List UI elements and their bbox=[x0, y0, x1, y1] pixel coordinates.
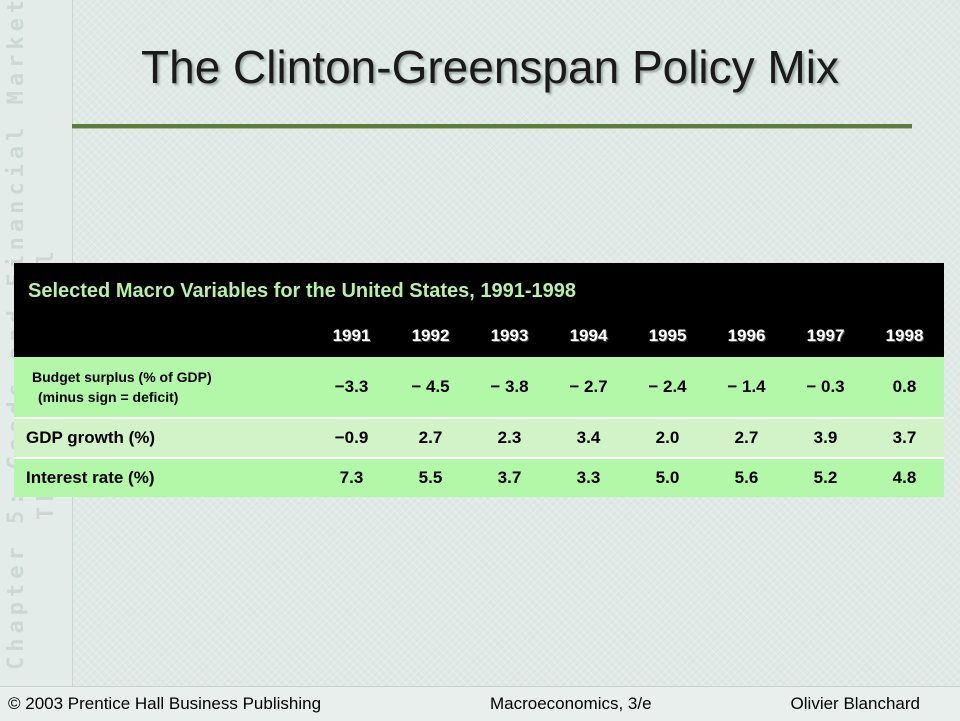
row-sublabel-text: (minus sign = deficit) bbox=[38, 389, 179, 405]
table-cell: − 2.4 bbox=[648, 377, 687, 396]
slide-footer: © 2003 Prentice Hall Business Publishing… bbox=[0, 686, 960, 721]
row-label-interest-rate: Interest rate (%) bbox=[26, 468, 155, 487]
table-cell: 5.2 bbox=[813, 468, 838, 487]
year-header: 1991 bbox=[332, 326, 371, 345]
year-header: 1994 bbox=[569, 326, 608, 345]
footer-book: Macroeconomics, 3/e bbox=[490, 694, 652, 713]
table-row-budget-surplus: Budget surplus (% of GDP) (minus sign = … bbox=[14, 357, 944, 417]
year-header: 1995 bbox=[648, 326, 687, 345]
year-header: 1992 bbox=[411, 326, 450, 345]
table-cell: − 4.5 bbox=[411, 377, 450, 396]
table-cell: 3.4 bbox=[576, 428, 601, 447]
table-cell: − 0.3 bbox=[806, 377, 845, 396]
table-cell: −0.9 bbox=[334, 428, 369, 447]
table-cell: 2.7 bbox=[418, 428, 443, 447]
row-label-budget-surplus: Budget surplus (% of GDP) (minus sign = … bbox=[14, 367, 312, 407]
row-label-gdp-growth: GDP growth (%) bbox=[26, 428, 156, 447]
title-divider bbox=[72, 124, 912, 129]
table-cell: −3.3 bbox=[334, 377, 369, 396]
table-row-interest-rate: Interest rate (%) 7.3 5.5 3.7 3.3 5.0 5.… bbox=[14, 457, 944, 497]
year-header: 1997 bbox=[806, 326, 845, 345]
table-cell: 3.7 bbox=[497, 468, 522, 487]
table-cell: 3.9 bbox=[813, 428, 838, 447]
row-label-text: Budget surplus (% of GDP) bbox=[32, 369, 212, 385]
table-cell: 5.5 bbox=[418, 468, 443, 487]
year-header: 1998 bbox=[885, 326, 924, 345]
table-cell: 4.8 bbox=[892, 468, 917, 487]
table-cell: 3.3 bbox=[576, 468, 601, 487]
year-header-row: 1991 1992 1993 1994 1995 1996 1997 1998 bbox=[14, 315, 944, 357]
year-header: 1996 bbox=[727, 326, 766, 345]
macro-table: Selected Macro Variables for the United … bbox=[14, 263, 944, 497]
table-cell: 2.3 bbox=[497, 428, 522, 447]
table-cell: 2.0 bbox=[655, 428, 680, 447]
table-cell: − 2.7 bbox=[569, 377, 608, 396]
slide-title: The Clinton-Greenspan Policy Mix bbox=[141, 41, 839, 93]
footer-author: Olivier Blanchard bbox=[790, 694, 920, 713]
table-row-gdp-growth: GDP growth (%) −0.9 2.7 2.3 3.4 2.0 2.7 … bbox=[14, 417, 944, 457]
table-cell: 2.7 bbox=[734, 428, 759, 447]
year-header: 1993 bbox=[490, 326, 529, 345]
table-cell: 7.3 bbox=[339, 468, 364, 487]
table-cell: − 1.4 bbox=[727, 377, 766, 396]
table-caption: Selected Macro Variables for the United … bbox=[14, 263, 944, 315]
table-cell: 3.7 bbox=[892, 428, 917, 447]
table-cell: 5.0 bbox=[655, 468, 680, 487]
table-cell: 5.6 bbox=[734, 468, 759, 487]
footer-publisher: © 2003 Prentice Hall Business Publishing bbox=[8, 694, 322, 713]
table-cell: − 3.8 bbox=[490, 377, 529, 396]
table-cell: 0.8 bbox=[892, 377, 917, 396]
